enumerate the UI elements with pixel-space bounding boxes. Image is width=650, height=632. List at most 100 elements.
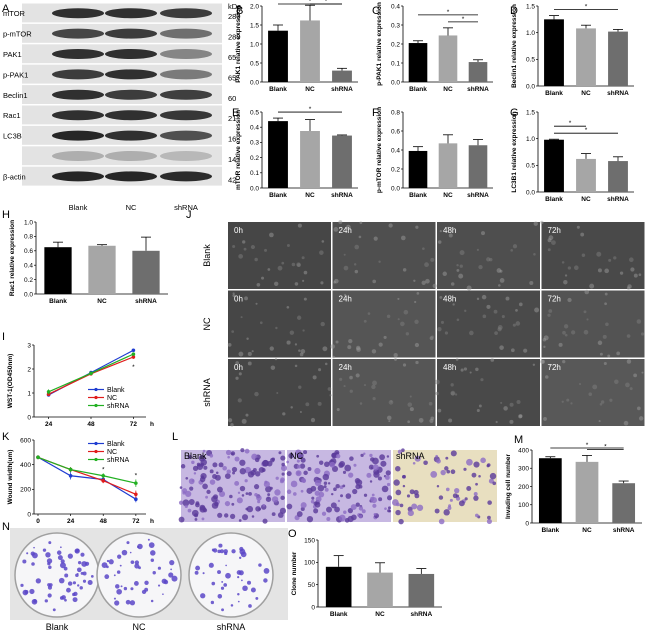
cell-speck xyxy=(329,394,332,397)
cell-speck xyxy=(352,488,358,495)
colony xyxy=(108,559,114,565)
cell-speck xyxy=(518,302,523,307)
legend-marker xyxy=(94,457,98,462)
legend-label: NC xyxy=(107,395,117,402)
cell-speck xyxy=(258,466,265,473)
blot-band xyxy=(105,8,157,19)
cell-speck xyxy=(286,489,292,495)
cell-speck xyxy=(191,509,199,517)
cell-speck xyxy=(439,229,442,233)
wound-image xyxy=(228,290,331,358)
x-tick-label: shRNA xyxy=(331,86,353,93)
cell-speck xyxy=(180,464,186,469)
colony xyxy=(90,575,94,578)
cell-speck xyxy=(191,479,195,483)
x-unit-label: h xyxy=(150,421,154,428)
blot-band xyxy=(52,130,104,141)
cell-speck xyxy=(578,383,582,386)
colony xyxy=(223,583,228,587)
cell-speck xyxy=(633,373,638,378)
x-tick-label: 24 xyxy=(67,518,75,525)
cell-speck xyxy=(399,503,404,508)
cell-speck xyxy=(436,458,441,464)
cell-speck xyxy=(262,518,268,524)
legend-marker xyxy=(94,403,98,408)
cell-speck xyxy=(411,503,418,510)
cell-speck xyxy=(409,407,414,412)
x-tick-label: NC xyxy=(581,196,591,203)
panel-label-g: G xyxy=(510,107,519,119)
blot-band xyxy=(105,171,157,182)
blot-band xyxy=(52,49,104,59)
cell-speck xyxy=(515,309,518,312)
cell-speck xyxy=(463,367,468,371)
cell-speck xyxy=(378,260,381,263)
cell-speck xyxy=(475,482,478,486)
colony xyxy=(113,597,116,600)
cell-speck xyxy=(217,512,223,518)
cell-speck xyxy=(494,331,498,335)
colony xyxy=(130,587,134,591)
cell-speck xyxy=(235,361,239,365)
y-axis-label: WST-1(OD450nm) xyxy=(7,354,14,409)
data-point xyxy=(131,348,136,353)
colony xyxy=(225,572,231,579)
bar xyxy=(468,145,488,188)
cell-speck xyxy=(326,506,332,513)
blot-row-label: mTOR xyxy=(3,9,26,18)
cell-speck xyxy=(349,375,353,380)
wound-image xyxy=(228,222,331,289)
legend-marker xyxy=(94,449,98,454)
blot-band xyxy=(160,110,212,121)
cell-speck xyxy=(452,493,458,499)
cell-speck xyxy=(227,455,230,459)
cell-speck xyxy=(380,460,387,467)
cell-speck xyxy=(564,333,568,337)
cell-speck xyxy=(343,385,346,388)
cell-speck xyxy=(418,417,424,423)
cell-speck xyxy=(323,481,328,485)
cell-speck xyxy=(343,265,349,271)
y-tick-label: 300 xyxy=(518,466,529,473)
y-tick-label: 0.1 xyxy=(250,170,259,177)
cell-speck xyxy=(320,281,324,285)
cell-speck xyxy=(580,232,585,237)
cell-speck xyxy=(393,353,398,358)
colony xyxy=(237,576,240,579)
cell-speck xyxy=(445,456,449,460)
cell-speck xyxy=(323,485,327,489)
cell-speck xyxy=(349,456,354,461)
cell-speck xyxy=(316,454,320,458)
wound-image xyxy=(541,222,645,289)
panel-label-j: J xyxy=(186,209,192,221)
cell-speck xyxy=(310,417,316,423)
cell-speck xyxy=(337,499,341,503)
colony xyxy=(171,575,178,582)
cell-speck xyxy=(547,248,551,252)
cell-speck xyxy=(195,502,200,508)
cell-speck xyxy=(326,517,331,522)
cell-speck xyxy=(348,472,354,478)
blot-kda-label: 14 xyxy=(228,155,236,164)
cell-speck xyxy=(383,335,387,340)
cell-speck xyxy=(241,418,247,424)
cell-speck xyxy=(330,344,335,349)
cell-speck xyxy=(400,235,406,241)
cell-speck xyxy=(415,360,419,365)
colony xyxy=(77,561,82,565)
cell-speck xyxy=(486,518,492,525)
cell-speck xyxy=(626,286,631,290)
cell-speck xyxy=(294,364,298,368)
cell-speck xyxy=(244,296,248,301)
blot-strip xyxy=(22,146,222,166)
cell-speck xyxy=(488,478,494,484)
cell-speck xyxy=(473,491,478,496)
colony xyxy=(72,597,78,603)
cell-speck xyxy=(372,464,379,471)
cell-speck xyxy=(303,470,308,476)
cell-speck xyxy=(371,384,376,390)
y-axis-label: PAK1 relative expression xyxy=(235,5,242,83)
cell-speck xyxy=(322,346,328,352)
cell-speck xyxy=(254,457,260,463)
cell-speck xyxy=(271,512,276,517)
